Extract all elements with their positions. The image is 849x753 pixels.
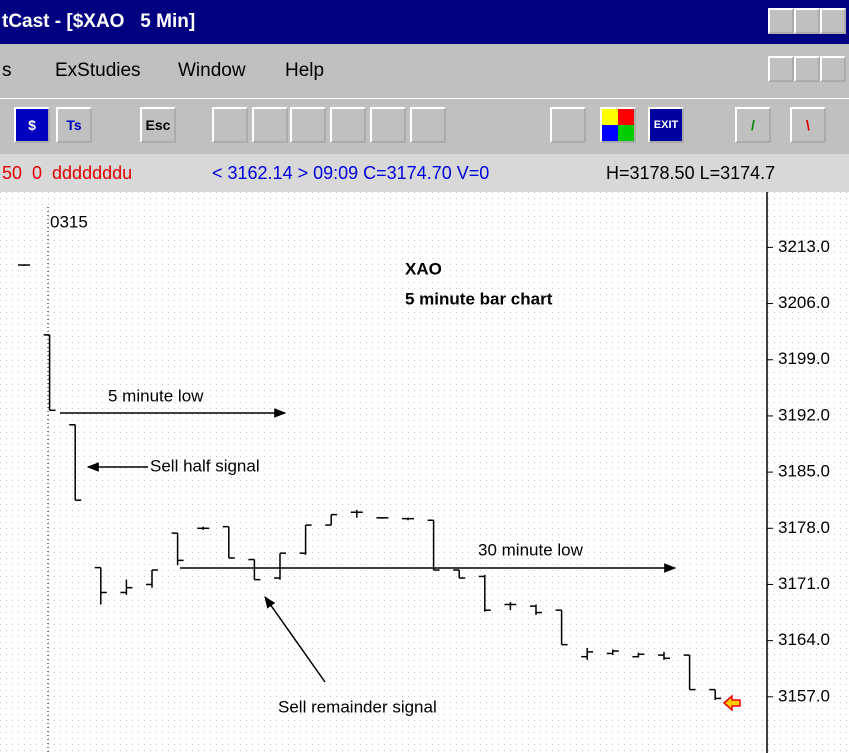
window-title: tCast - [$XAO 5 Min] xyxy=(2,11,196,32)
child-minimize[interactable] xyxy=(768,56,794,82)
status-black: H=3178.50 L=3174.7 xyxy=(606,163,776,183)
menu-item[interactable]: Window xyxy=(178,60,246,81)
menu-item[interactable]: ExStudies xyxy=(55,60,141,81)
y-tick-label: 3185.0 xyxy=(778,462,830,481)
chart-background xyxy=(0,192,849,753)
tool-button[interactable] xyxy=(600,107,636,143)
status-blue: < 3162.14 > 09:09 C=3174.70 V=0 xyxy=(212,163,490,183)
close-button[interactable] xyxy=(820,8,846,34)
tool-button[interactable] xyxy=(252,107,288,143)
y-tick-label: 3178.0 xyxy=(778,518,830,537)
tool-button[interactable]: EXIT xyxy=(648,107,684,143)
tool-button[interactable] xyxy=(410,107,446,143)
status-line: 50 0 dddddddu < 3162.14 > 09:09 C=3174.7… xyxy=(0,154,849,192)
tool-button[interactable]: \ xyxy=(790,107,826,143)
annotation: 30 minute low xyxy=(478,540,584,559)
y-tick-label: 3171.0 xyxy=(778,574,830,593)
tool-button[interactable]: Ts xyxy=(56,107,92,143)
menu-item[interactable]: s xyxy=(2,60,12,81)
y-tick-label: 3164.0 xyxy=(778,630,830,649)
annotation: Sell remainder signal xyxy=(278,697,437,716)
y-tick-label: 3157.0 xyxy=(778,686,830,705)
chart: 0315 XAO 5 minute bar chart 5 minute low… xyxy=(0,192,849,753)
date-label: 0315 xyxy=(50,212,88,231)
menu-bar: s ExStudies Window Help xyxy=(0,44,849,98)
y-tick-label: 3192.0 xyxy=(778,405,830,424)
menu-item[interactable]: Help xyxy=(285,60,325,81)
annotation: Sell half signal xyxy=(150,456,260,475)
tool-button[interactable] xyxy=(212,107,248,143)
tool-button[interactable] xyxy=(370,107,406,143)
status-red: 50 0 dddddddu xyxy=(2,163,133,183)
y-tick-label: 3199.0 xyxy=(778,349,830,368)
title-bar: tCast - [$XAO 5 Min] xyxy=(0,0,849,44)
chart-subtitle: 5 minute bar chart xyxy=(405,289,553,308)
annotation: 5 minute low xyxy=(108,386,204,405)
child-close[interactable] xyxy=(820,56,846,82)
tool-button[interactable]: / xyxy=(735,107,771,143)
chart-title: XAO xyxy=(405,259,442,278)
y-tick-label: 3206.0 xyxy=(778,293,830,312)
annotation-arrow xyxy=(264,596,326,683)
toolbar: $ Ts Esc EXIT / \ xyxy=(0,98,849,155)
tool-button[interactable] xyxy=(290,107,326,143)
tool-button[interactable] xyxy=(550,107,586,143)
child-restore[interactable] xyxy=(794,56,820,82)
tool-button[interactable]: Esc xyxy=(140,107,176,143)
y-tick-label: 3213.0 xyxy=(778,237,830,256)
tool-button[interactable]: $ xyxy=(14,107,50,143)
cursor-arrow xyxy=(722,694,741,712)
maximize-button[interactable] xyxy=(794,8,820,34)
minimize-button[interactable] xyxy=(768,8,794,34)
tool-button[interactable] xyxy=(330,107,366,143)
